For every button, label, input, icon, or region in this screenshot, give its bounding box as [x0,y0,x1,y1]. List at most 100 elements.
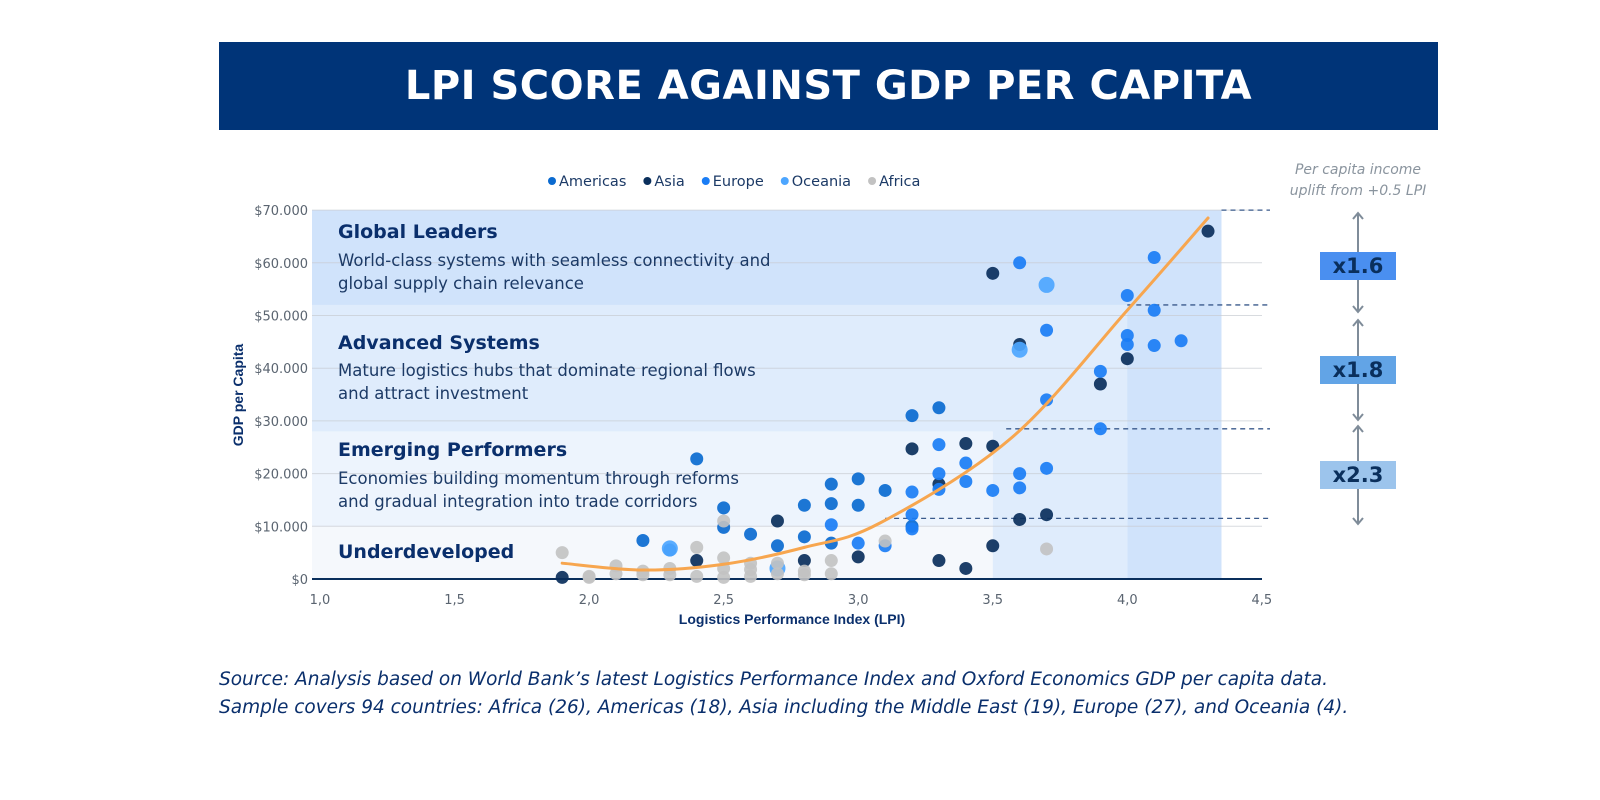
x-tick-label: 4,0 [1117,593,1138,608]
x-tick-label: 2,0 [579,593,600,608]
data-point [986,539,1000,553]
x-tick-label: 3,0 [848,593,869,608]
data-point [905,409,919,423]
arrow-head-icon [1352,211,1364,220]
series-asia [555,224,1215,584]
data-point [932,438,946,452]
data-point [1093,377,1107,391]
data-point [986,266,1000,280]
data-point [851,472,865,486]
legend-label: Europe [713,174,764,190]
legend-marker [701,177,710,185]
y-tick-label: $20.000 [254,468,308,483]
data-point [959,561,973,575]
data-point [851,498,865,512]
data-point [905,522,919,536]
legend-marker [780,177,789,185]
band-global-leaders [312,210,1222,305]
band-title: Global Leaders [338,221,498,243]
x-tick-label: 2,5 [713,593,734,608]
data-point [1174,334,1188,348]
data-point [1093,422,1107,436]
legend-marker [643,177,652,185]
data-point [770,514,784,528]
data-point [744,569,758,583]
data-point [1040,461,1054,475]
data-point [690,569,704,583]
source-line2: Sample covers 94 countries: Africa (26),… [219,697,1349,718]
legend-label: Africa [879,174,920,190]
data-point [932,554,946,568]
legend-label: Asia [654,174,684,190]
data-point [824,497,838,511]
y-tick-label: $10.000 [254,520,308,535]
legend-label: Americas [559,174,626,190]
data-point [824,567,838,581]
y-tick-label: $60.000 [254,257,308,272]
source-note: Source: Analysis based on World Bank’s l… [219,666,1348,722]
data-point [1013,256,1027,270]
data-point [1093,364,1107,378]
legend-label: Oceania [792,174,851,190]
data-point [905,485,919,499]
data-point [959,437,973,451]
data-point [851,550,865,564]
data-point [878,534,892,548]
data-point [797,554,811,568]
data-point [797,564,811,578]
data-point [959,456,973,470]
data-point [555,570,569,584]
data-point [1040,393,1054,407]
data-point [1040,508,1054,522]
data-point [1120,337,1134,351]
x-tick-label: 1,5 [444,593,465,608]
data-point [690,554,704,568]
arrow-head-icon [1352,413,1364,422]
data-point [1038,276,1055,293]
data-point [1147,339,1161,353]
data-point [717,501,731,515]
data-point [717,551,731,565]
data-point [905,508,919,522]
data-point [932,401,946,415]
y-tick-label: $70.000 [254,204,308,219]
data-point [717,570,731,584]
data-point [824,477,838,491]
uplift-note-line2: uplift from +0.5 LPI [1289,183,1427,199]
arrow-head-icon [1352,424,1364,433]
data-point [932,467,946,481]
data-point [959,475,973,489]
band-description: Mature logistics hubs that dominate regi… [338,361,756,380]
band-description: and gradual integration into trade corri… [338,492,697,511]
multiplier-badge: x2.3 [1320,461,1396,489]
legend-marker [548,177,556,185]
data-point [661,540,678,557]
data-point [1147,251,1161,265]
data-point [690,540,704,554]
band-title: Advanced Systems [338,332,540,354]
x-tick-label: 1,0 [310,593,331,608]
band-description: global supply chain relevance [338,274,584,293]
data-point [1201,224,1215,238]
title-banner: LPI SCORE AGAINST GDP PER CAPITA [219,42,1438,130]
band-emerging-performers [312,431,993,527]
data-point [851,536,865,550]
arrow-head-icon [1352,305,1364,314]
data-point [555,546,569,560]
multiplier-badge: x1.6 [1320,252,1396,280]
data-point [824,554,838,568]
band-description: and attract investment [338,384,529,403]
source-line1: Source: Analysis based on World Bank’s l… [219,669,1328,690]
arrow-head-icon [1352,318,1364,327]
data-point [717,514,731,528]
data-point [636,534,650,548]
legend-marker [868,177,877,185]
data-point [905,442,919,456]
data-point [1120,352,1134,366]
y-tick-label: $30.000 [254,415,308,430]
data-point [582,570,596,584]
data-point [1040,323,1054,337]
data-point [797,530,811,544]
data-point [770,556,784,570]
